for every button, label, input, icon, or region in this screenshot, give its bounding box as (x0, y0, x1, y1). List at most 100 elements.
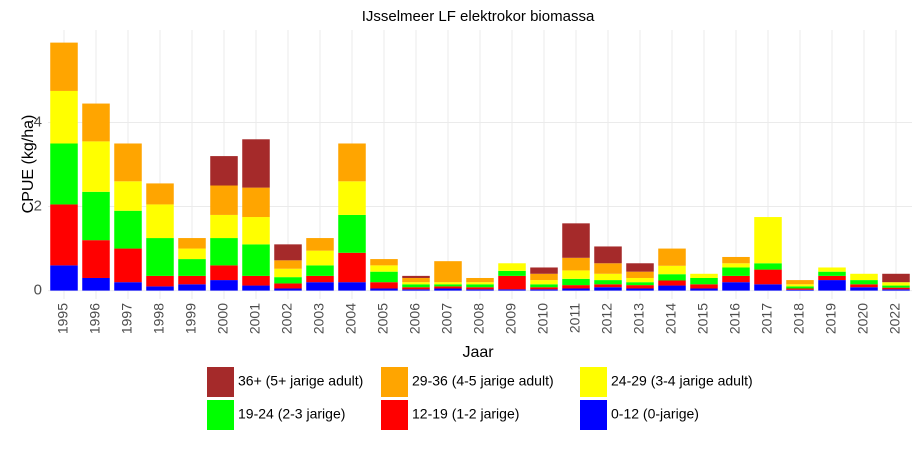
bar-segment (818, 280, 846, 291)
legend-swatch (580, 400, 607, 430)
bar-segment (50, 42, 78, 91)
bar-segment (658, 265, 686, 275)
x-tick-label: 2003 (311, 303, 327, 334)
bar-segment (178, 259, 206, 276)
bar-segment (786, 284, 814, 287)
bar-segment (82, 277, 110, 291)
bar-segment (882, 282, 910, 286)
bar-segment (210, 265, 238, 281)
bar-segment (338, 252, 366, 283)
bar-segment (402, 287, 430, 290)
bar-segment (370, 282, 398, 289)
bar-segment (434, 286, 462, 289)
bar-segment (498, 289, 526, 291)
bar-segment (274, 283, 302, 289)
x-tick-label: 2001 (247, 303, 263, 334)
bar-segment (594, 284, 622, 288)
bar-segment (338, 282, 366, 291)
bar-segment (594, 246, 622, 264)
bar-segment (370, 288, 398, 291)
bar-segment (530, 267, 558, 274)
bar-segment (722, 282, 750, 291)
bar-segment (530, 289, 558, 291)
bar-segment (850, 284, 878, 288)
bar-segment (242, 139, 270, 188)
bar-segment (594, 263, 622, 274)
bar-segment (50, 204, 78, 266)
bar-segment (850, 280, 878, 285)
x-tick-label: 1999 (183, 303, 199, 334)
bar-segment (882, 273, 910, 283)
legend-swatch (207, 400, 234, 430)
bar-segment (82, 191, 110, 241)
bar-segment (882, 287, 910, 290)
bar-segment (626, 263, 654, 272)
bar-segment (338, 181, 366, 215)
bar-segment (434, 284, 462, 287)
bar-segment (114, 143, 142, 182)
bar-segment (210, 214, 238, 239)
bar-segment (562, 270, 590, 279)
bar-segment (50, 265, 78, 291)
bar-segment (114, 210, 142, 249)
bar-segment (818, 267, 846, 272)
x-tick-label: 2002 (279, 303, 295, 334)
bar-segment (466, 289, 494, 291)
x-tick-label: 2004 (343, 303, 359, 334)
bar-segment (658, 285, 686, 291)
bar-segment (178, 275, 206, 285)
bar-segment (754, 284, 782, 291)
x-tick-label: 2013 (631, 303, 647, 334)
bar-segment (434, 288, 462, 291)
bar-segment (146, 183, 174, 205)
bar-segment (402, 284, 430, 288)
bar-segment (722, 256, 750, 264)
bar-segment (210, 238, 238, 266)
bar-segment (722, 263, 750, 268)
bar-segment (690, 288, 718, 291)
x-tick-label: 2016 (727, 303, 743, 334)
bar-segment (82, 103, 110, 142)
x-tick-label: 2020 (855, 303, 871, 334)
bar-segment (114, 248, 142, 283)
bar-segment (658, 280, 686, 286)
bar-segment (530, 280, 558, 285)
bar-segment (882, 289, 910, 291)
legend-label: 19-24 (2-3 jarige) (238, 406, 345, 422)
x-tick-label: 1995 (55, 303, 71, 334)
bar-segment (402, 289, 430, 291)
bar-segment (690, 277, 718, 285)
bar-segment (658, 248, 686, 266)
bar-segment (146, 275, 174, 287)
bar-segment (50, 143, 78, 205)
bar-segment (786, 288, 814, 290)
bar-segment (818, 271, 846, 276)
x-tick-label: 1997 (119, 303, 135, 334)
x-tick-label: 2015 (695, 303, 711, 334)
bar-segment (178, 238, 206, 249)
bar-segment (626, 271, 654, 278)
legend-swatch (381, 367, 408, 397)
bar-segment (306, 250, 334, 266)
bar-segment (530, 284, 558, 288)
bar-segment (754, 263, 782, 270)
bar-segment (306, 275, 334, 283)
bar-segment (146, 286, 174, 291)
bar-segment (338, 214, 366, 253)
x-tick-label: 1996 (87, 303, 103, 334)
legend-label: 36+ (5+ jarige adult) (238, 373, 363, 389)
bar-segment (690, 273, 718, 278)
bar-segment (210, 280, 238, 291)
bar-segment (850, 287, 878, 291)
bar-segment (274, 260, 302, 269)
bar-segment (626, 288, 654, 291)
bar-segment (242, 244, 270, 276)
bar-segment (210, 185, 238, 215)
bar-segment (754, 269, 782, 285)
bar-segment (274, 288, 302, 291)
bar-segment (594, 273, 622, 281)
x-tick-label: 2019 (823, 303, 839, 334)
bar-segment (626, 282, 654, 286)
legend-swatch (580, 367, 607, 397)
bar-segment (306, 265, 334, 276)
